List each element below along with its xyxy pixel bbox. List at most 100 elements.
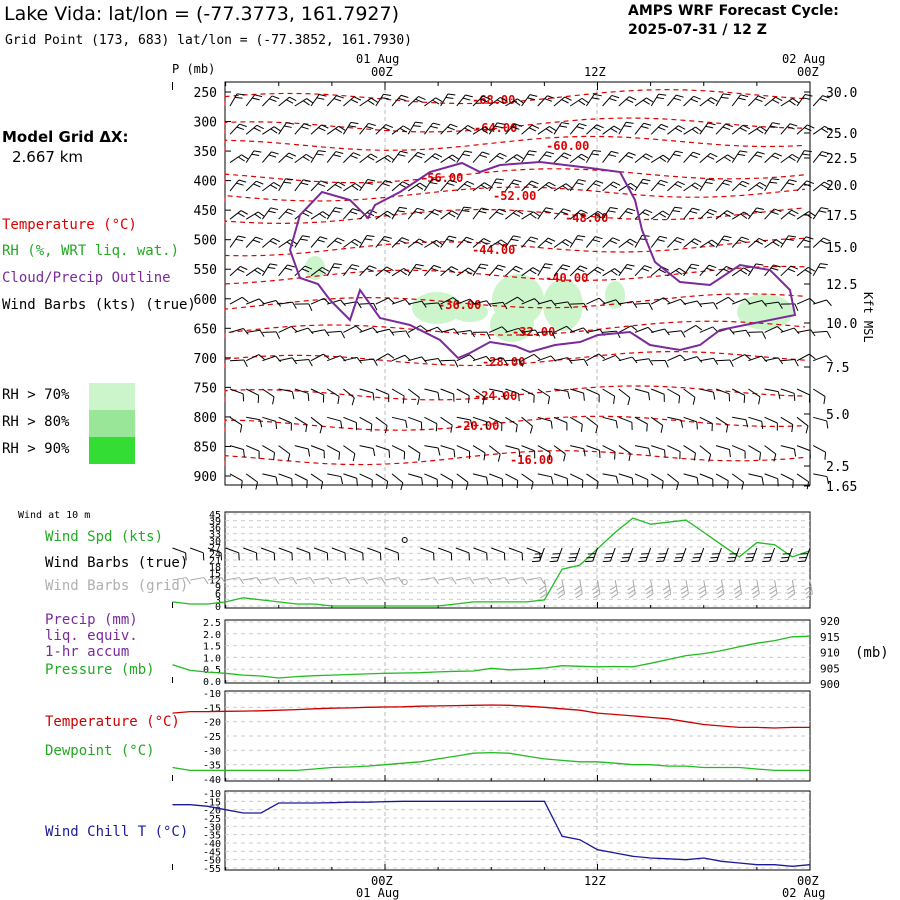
barb-feather (786, 585, 794, 591)
barb-feather (448, 212, 456, 218)
wind-barb (294, 358, 313, 367)
barb-feather (318, 94, 327, 97)
chill-panel-frame (224, 790, 811, 871)
barb-feather (269, 98, 277, 102)
pressure-unit: (mb) (855, 645, 889, 661)
barb-staff (537, 388, 550, 398)
barb-feather (692, 151, 701, 156)
barb-feather (804, 150, 812, 153)
wind-barb (488, 416, 503, 431)
barb-feather (462, 153, 470, 157)
barb-feather (707, 178, 715, 181)
wind-barb (262, 126, 281, 135)
barb-feather (308, 303, 313, 312)
barb-staff (391, 150, 401, 163)
barb-staff (634, 122, 645, 135)
barb-staff (440, 445, 455, 451)
barb-feather (454, 359, 459, 368)
wind-barb (650, 266, 669, 277)
barb-feather (567, 560, 576, 563)
barb-feather (756, 207, 765, 211)
barb-feather (754, 154, 763, 158)
barb-staff (391, 445, 405, 453)
barb-feather (388, 450, 391, 458)
wind-barb (488, 178, 505, 192)
barb-staff (699, 326, 713, 333)
barb-staff (553, 301, 568, 305)
barb-staff (569, 97, 583, 107)
barb-feather (628, 593, 636, 599)
barb-feather (238, 577, 245, 585)
barb-staff (663, 547, 669, 562)
barb-feather (480, 184, 488, 190)
barb-staff (440, 154, 453, 164)
wind-barb (391, 299, 411, 306)
barb-staff (796, 329, 811, 333)
barb-feather (417, 151, 426, 156)
wind-barb (326, 207, 343, 220)
barb-staff (491, 577, 506, 581)
barb-feather (437, 447, 441, 456)
barb-feather (270, 128, 278, 134)
barb-staff (618, 325, 632, 333)
barb-staff (748, 416, 762, 422)
barb-feather (676, 553, 685, 555)
barb-staff (343, 238, 356, 248)
barb-staff (245, 150, 255, 163)
barb-staff (326, 237, 338, 248)
wind-ytick-label: 45 (209, 510, 221, 521)
barb-feather (660, 179, 668, 184)
barb-feather (777, 357, 784, 365)
barb-feather (534, 329, 540, 337)
surface-barb-true (585, 547, 598, 563)
barb-staff (732, 445, 746, 452)
wind-barb (391, 206, 408, 220)
wind-barb (488, 239, 508, 248)
wind-barb (813, 330, 832, 339)
wind-barb (359, 302, 378, 311)
wind-barb (683, 151, 701, 163)
barb-staff (488, 122, 498, 135)
barb-staff (245, 124, 258, 135)
pressure-tick-label: 700 (194, 352, 217, 367)
wind-barb (618, 473, 634, 486)
barb-feather (324, 329, 330, 337)
wind-barb (602, 94, 620, 107)
barb-feather (399, 127, 407, 133)
wind-barb (586, 236, 603, 248)
wind-barb (505, 98, 524, 107)
wind-barb (764, 416, 778, 431)
barb-staff (423, 178, 433, 192)
barb-staff (488, 416, 503, 424)
barb-feather (565, 239, 573, 244)
barb-feather (436, 479, 438, 487)
barb-feather (533, 395, 535, 403)
wind-barb (262, 299, 282, 307)
barb-staff (586, 236, 596, 248)
barb-feather (675, 127, 683, 133)
wind-barb (440, 179, 458, 192)
wind-barb (634, 388, 651, 401)
barb-feather (383, 93, 392, 97)
barb-staff (521, 416, 533, 427)
barb-staff (650, 124, 662, 135)
barb-staff (796, 236, 807, 248)
barb-feather (452, 154, 459, 160)
barb-feather (398, 97, 406, 102)
isotherm-label: -24.00 (474, 389, 517, 403)
barb-feather (692, 207, 700, 211)
barb-feather (485, 421, 488, 430)
barb-feather (742, 180, 750, 185)
wind-barb (472, 473, 489, 485)
barb-feather (674, 239, 682, 244)
wind-barb (488, 208, 507, 220)
pressure-ytick-label: 905 (820, 662, 840, 675)
barb-feather (773, 264, 781, 268)
barb-staff (375, 154, 389, 164)
barb-staff (313, 547, 328, 554)
barb-staff (505, 327, 519, 333)
barb-feather (610, 589, 618, 595)
barb-feather (627, 207, 636, 212)
barb-feather (497, 454, 501, 462)
barb-staff (537, 151, 547, 163)
